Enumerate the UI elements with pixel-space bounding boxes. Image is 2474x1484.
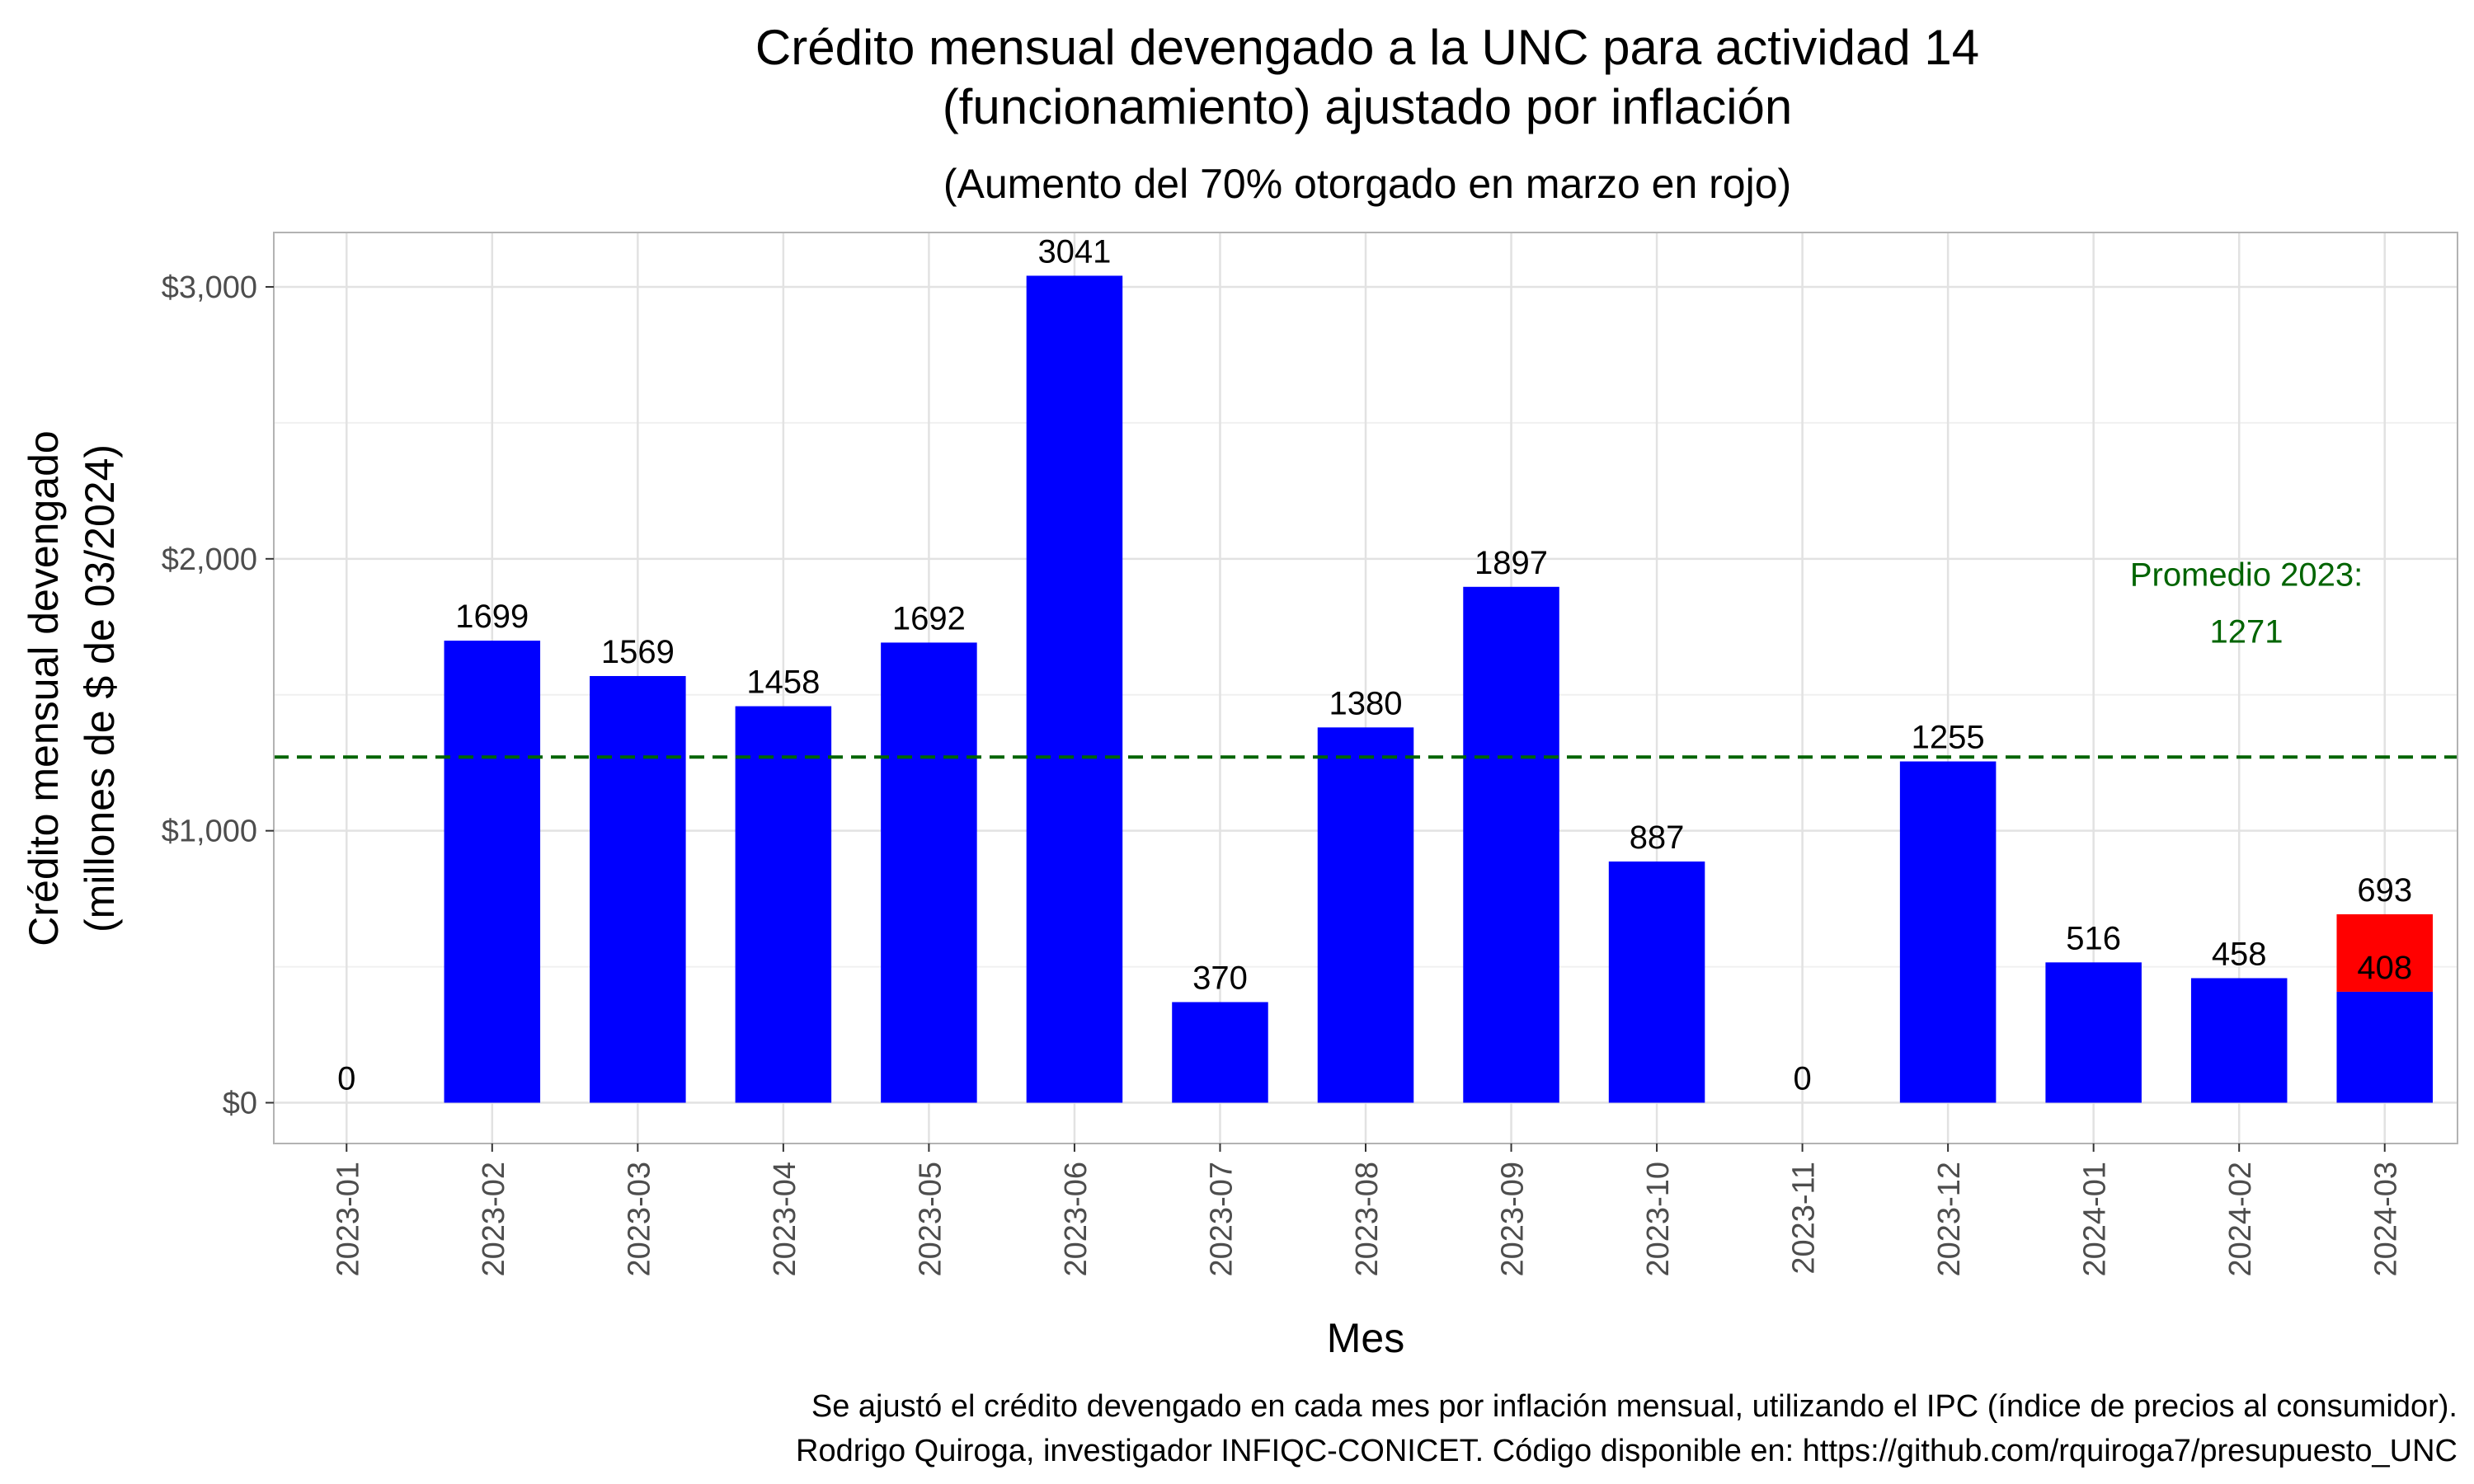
- bars: [444, 275, 2433, 1103]
- data-label-2023-10: 887: [1630, 819, 1685, 856]
- bar-base-2023-06: [1026, 275, 1123, 1103]
- bar-base-2023-05: [881, 642, 977, 1103]
- bar-aumento-2024-03: [2336, 913, 2433, 992]
- data-label-2024-03: 693: [2357, 872, 2412, 909]
- x-axis-title: Mes: [1327, 1315, 1404, 1361]
- bar-base-2023-08: [1317, 727, 1414, 1103]
- data-label-2023-04: 1458: [746, 665, 820, 701]
- bar-base-2023-07: [1172, 1002, 1268, 1103]
- data-label-2024-01: 516: [2066, 920, 2121, 956]
- x-tick-label-2024-01: 2024-01: [2078, 1162, 2113, 1276]
- chart-title-line2: (funcionamiento) ajustado por inflación: [943, 79, 1793, 134]
- chart-title-line1: Crédito mensual devengado a la UNC para …: [755, 20, 1979, 75]
- y-tick-label: $1,000: [162, 815, 257, 849]
- data-label-2023-09: 1897: [1475, 545, 1548, 581]
- x-axis-ticks: 2023-01 2023-02 2023-03 2023-04 2023-05 2023-…: [331, 1144, 2404, 1276]
- x-tick-label-2023-11: 2023-11: [1787, 1162, 1822, 1275]
- x-tick-label-2023-09: 2023-09: [1496, 1162, 1531, 1276]
- data-label-2023-07: 370: [1192, 960, 1248, 996]
- bar-base-2023-02: [444, 641, 541, 1103]
- data-label-2024-02: 458: [2212, 936, 2267, 972]
- data-label-2023-06: 3041: [1037, 233, 1111, 270]
- y-tick-label: $0: [223, 1087, 257, 1121]
- x-tick-label-2023-03: 2023-03: [622, 1162, 656, 1276]
- data-label-2023-11: 0: [1793, 1061, 1811, 1097]
- x-tick-label-2023-02: 2023-02: [477, 1162, 511, 1276]
- bar-base-2023-12: [1899, 761, 1997, 1103]
- x-tick-label-2023-01: 2023-01: [331, 1162, 365, 1276]
- bar-base-2024-01: [2045, 962, 2142, 1103]
- bar-base-2024-02: [2190, 978, 2288, 1103]
- bar-base-2024-03: [2336, 991, 2433, 1103]
- x-tick-label-2024-03: 2024-03: [2369, 1162, 2404, 1276]
- mean-label-value: 1271: [2210, 614, 2284, 650]
- y-axis-title-line1: Crédito mensual devengado: [21, 430, 67, 946]
- x-tick-label-2023-10: 2023-10: [1641, 1162, 1676, 1276]
- chart-subtitle: (Aumento del 70% otorgado en marzo en ro…: [943, 161, 1791, 207]
- data-label-2023-12: 1255: [1912, 720, 1985, 756]
- bar-base-2023-09: [1463, 586, 1559, 1103]
- data-label-inner-2024-03: 408: [2357, 950, 2412, 986]
- y-axis-ticks: $0 $1,000 $2,000 $3,000: [162, 270, 274, 1121]
- x-tick-label-2023-08: 2023-08: [1350, 1162, 1385, 1276]
- mean-label-title: Promedio 2023:: [2130, 556, 2363, 593]
- data-label-2023-01: 0: [337, 1061, 355, 1097]
- data-label-2023-05: 1692: [892, 600, 966, 636]
- data-label-2023-02: 1699: [455, 599, 529, 635]
- bar-base-2023-04: [735, 706, 832, 1103]
- caption-line2: Rodrigo Quiroga, investigador INFIQC-CON…: [796, 1434, 2458, 1468]
- y-tick-label: $3,000: [162, 270, 257, 305]
- bar-base-2023-10: [1608, 861, 1705, 1103]
- data-label-2023-03: 1569: [601, 634, 675, 670]
- x-tick-label-2023-05: 2023-05: [913, 1162, 948, 1276]
- x-tick-label-2023-06: 2023-06: [1059, 1162, 1094, 1276]
- x-tick-label-2024-02: 2024-02: [2223, 1162, 2258, 1276]
- caption-line1: Se ajustó el crédito devengado en cada m…: [811, 1389, 2458, 1424]
- x-tick-label-2023-04: 2023-04: [768, 1162, 802, 1276]
- x-tick-label-2023-12: 2023-12: [1932, 1162, 1967, 1276]
- x-tick-label-2023-07: 2023-07: [1204, 1162, 1239, 1276]
- bar-base-2023-03: [590, 675, 686, 1103]
- plot-panel: 0 1699 1569 1458 1692 3041 370 1380 1897 887 0 1255…: [273, 232, 2458, 1144]
- data-label-2023-08: 1380: [1329, 685, 1403, 721]
- data-labels: 0 1699 1569 1458 1692 3041 370 1380 1897 887 0 1255…: [337, 233, 2412, 1097]
- y-tick-label: $2,000: [162, 542, 257, 577]
- y-axis-title-line2: (millones de $ de 03/2024): [77, 444, 123, 932]
